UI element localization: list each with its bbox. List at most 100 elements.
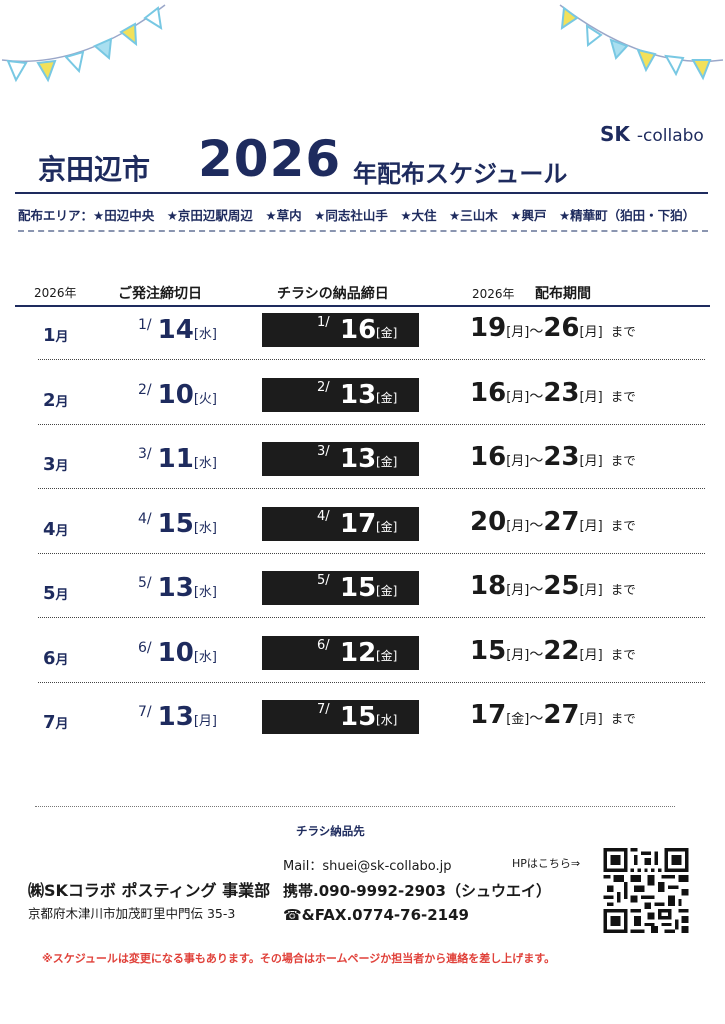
contact-fax: ☎&FAX.0774-76-2149 [283, 906, 469, 924]
row-month: 3月 [43, 454, 69, 475]
row-flyer-delivery-deadline: 6/12 [金] [262, 635, 419, 670]
row-value: [月] [579, 518, 603, 534]
row-value: まで [610, 388, 636, 404]
row-value: ～ [529, 646, 544, 663]
contact-mobile[interactable]: 携帯.090-9992-2903（シュウエイ） [283, 882, 551, 900]
row-divider [38, 617, 705, 618]
row-value: 2/ [138, 381, 152, 398]
row-value: 20 [470, 506, 507, 537]
header-deadline: ご発注締切日 [118, 286, 202, 302]
row-value: 10 [157, 379, 194, 410]
row-value: [月] [506, 389, 530, 405]
row-value: [水] [376, 713, 398, 727]
brand-logo: SK -collabo [600, 122, 704, 146]
row-value: 6 [43, 647, 56, 669]
row-flyer-delivery-deadline: 1/16 [金] [262, 313, 419, 347]
row-value: 12 [340, 637, 377, 668]
row-value: 7/ [138, 704, 152, 720]
row-month: 5月 [43, 583, 69, 604]
row-order-deadline: 5/13[水] [138, 573, 217, 603]
row-value: 23 [543, 377, 580, 408]
row-value: 4 [43, 518, 56, 540]
schedule-row: 2月 2/10[火] 2/13 [金] 16[月]～23[月] まで [0, 370, 725, 432]
row-value: 6/ [317, 637, 330, 653]
row-value: 17 [470, 700, 507, 730]
row-value: [金] [376, 326, 398, 340]
row-value: [月] [506, 518, 530, 534]
row-value: 18 [470, 571, 507, 601]
row-value: [火] [193, 391, 217, 407]
title-rest: 年配布スケジュール [353, 160, 568, 188]
row-flyer-delivery-deadline: 2/13 [金] [262, 377, 419, 412]
row-value: 4/ [138, 510, 152, 527]
row-value: 23 [543, 442, 580, 472]
page-title: 京田辺市 2026 年配布スケジュール [38, 130, 715, 190]
row-value: ～ [529, 517, 544, 534]
schedule-row: 5月 5/13[水] 5/15 [金] 18[月]～25[月] まで [0, 563, 725, 625]
row-value: 10 [157, 637, 194, 668]
row-value: [月] [579, 454, 603, 469]
bunting-left [1, 4, 166, 83]
row-divider [38, 681, 705, 683]
row-divider [38, 359, 705, 360]
row-order-deadline: 2/10[火] [138, 380, 217, 410]
schedule-change-notice: ※スケジュールは変更になる事もあります。その場合はホームページか担当者から連絡を… [42, 952, 556, 965]
row-month: 1月 [43, 325, 69, 346]
row-distribution-period: 19[月]～26[月] まで [470, 313, 636, 343]
row-value: 11 [157, 444, 194, 474]
schedule-row: 6月 6/10[水] 6/12 [金] 15[月]～22[月] まで [0, 628, 725, 690]
row-value: 1/ [138, 317, 152, 333]
row-value: 13 [157, 702, 194, 732]
header-year-right: 2026年 [472, 287, 515, 301]
title-city: 京田辺市 [38, 153, 151, 186]
schedule-row: 7月 7/13[月] 7/15 [水] 17[金]～27[月] まで [0, 692, 725, 754]
row-value: [水] [193, 327, 217, 342]
row-flyer-delivery-deadline: 3/13 [金] [262, 442, 419, 476]
area-divider [18, 230, 708, 232]
row-value: [金] [376, 519, 398, 534]
delivery-destination-label: チラシ納品先 [296, 824, 365, 838]
row-value: まで [610, 582, 636, 597]
qr-code-icon[interactable] [600, 848, 692, 933]
row-value: ～ [529, 453, 544, 469]
row-value: [月] [506, 454, 530, 469]
row-flyer-delivery-deadline: 7/15 [水] [262, 700, 419, 734]
row-distribution-period: 16[月]～23[月] まで [470, 378, 636, 408]
table-header-divider [15, 305, 710, 307]
row-order-deadline: 3/11[水] [138, 444, 217, 474]
row-value: [月] [193, 714, 217, 729]
row-value: ～ [529, 388, 544, 405]
schedule-row: 3月 3/11[水] 3/13 [金] 16[月]～23[月] まで [0, 434, 725, 496]
row-value: 15 [340, 573, 377, 603]
row-value: 26 [543, 313, 580, 343]
contact-mail[interactable]: Mail：shuei@sk-collabo.jp [283, 859, 452, 874]
row-value: 19 [470, 313, 507, 343]
row-order-deadline: 7/13[月] [138, 702, 217, 732]
row-value: [月] [579, 389, 603, 405]
row-value: 27 [543, 700, 580, 730]
row-value: 22 [543, 635, 580, 666]
row-value: [月] [579, 583, 603, 598]
row-value: 7 [43, 712, 56, 733]
schedule-row: 1月 1/14[水] 1/16 [金] 19[月]～26[月] まで [0, 305, 725, 367]
row-month: 7月 [43, 712, 69, 733]
row-value: 4/ [317, 508, 330, 524]
row-value: 16 [470, 442, 507, 472]
area-label: 配布エリア： [18, 208, 94, 223]
row-divider [38, 423, 705, 425]
row-value: 7/ [317, 702, 330, 717]
header-period: 配布期間 [535, 286, 591, 302]
row-value: まで [610, 453, 636, 468]
homepage-link[interactable]: HPはこちら⇒ [512, 857, 581, 870]
row-value: 14 [157, 315, 194, 345]
row-distribution-period: 18[月]～25[月] まで [470, 571, 636, 601]
row-value: まで [610, 517, 636, 533]
row-value: 15 [340, 702, 377, 732]
company-name: ㈱SKコラボ ポスティング 事業部 [28, 881, 271, 900]
schedule-table-header: 2026年 ご発注締切日 チラシの納品締日 2026年 配布期間 [0, 283, 725, 305]
row-value: 5/ [138, 575, 152, 591]
row-value: 25 [543, 571, 580, 601]
row-value: [金] [506, 712, 530, 727]
row-value: [金] [376, 455, 398, 469]
bunting-right [559, 4, 724, 81]
